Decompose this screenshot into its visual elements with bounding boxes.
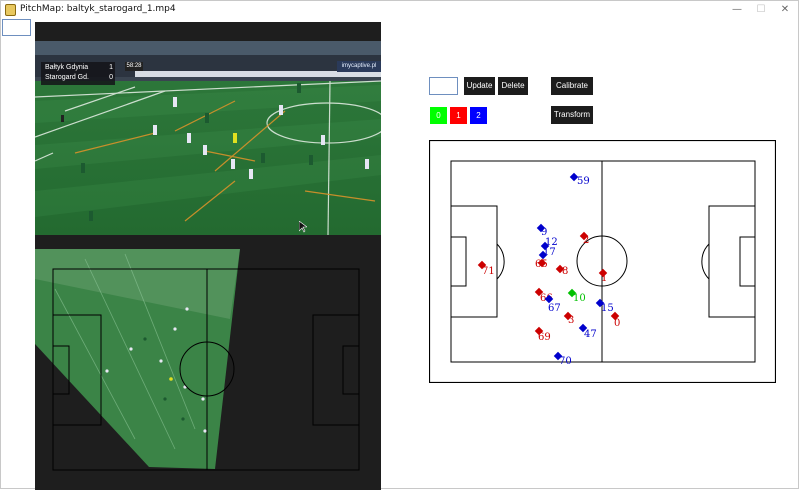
update-button[interactable]: Update (464, 77, 495, 95)
home-team-score: 1 (109, 64, 113, 71)
player-dot[interactable] (598, 268, 608, 278)
player-label: 65 (535, 259, 548, 270)
delete-button[interactable]: Delete (498, 77, 528, 95)
player-label: 69 (538, 332, 551, 343)
app-icon (5, 4, 16, 16)
player-marker-15[interactable]: 15 (595, 298, 614, 314)
player-marker-10[interactable]: 10 (567, 288, 586, 304)
player-dot[interactable] (567, 288, 577, 298)
player-id-input[interactable] (429, 77, 458, 95)
team-2-button[interactable]: 2 (470, 107, 487, 124)
player-dot[interactable] (537, 258, 547, 268)
player-dot[interactable] (555, 264, 565, 274)
player-marker-47[interactable]: 47 (578, 323, 597, 340)
title-bar: PitchMap: baltyk_starogard_1.mp4 — ☐ ✕ (1, 1, 798, 19)
player-dot[interactable] (595, 298, 605, 308)
player-dot[interactable] (610, 311, 620, 321)
player-label: 59 (577, 176, 590, 187)
player-label: 10 (573, 293, 586, 304)
match-clock: 58:28 (125, 62, 143, 71)
player-marker-8[interactable]: 8 (555, 264, 569, 277)
player-marker-67[interactable]: 67 (544, 294, 561, 314)
player-label: 2 (583, 235, 589, 246)
player-label: 9 (541, 227, 547, 238)
scoreboard: Bałtyk Gdynia 1 Starogard Gd. 0 (41, 62, 115, 85)
player-dot[interactable] (563, 311, 573, 321)
video-panel: Bałtyk Gdynia 1 Starogard Gd. 0 58:28 im… (35, 22, 381, 490)
player-dot[interactable] (534, 326, 544, 336)
player-label: 3 (568, 315, 574, 326)
mouse-cursor-icon (299, 221, 307, 233)
transform-button[interactable]: Transform (551, 106, 593, 124)
broadcaster-logo: imycaptive.pl (337, 61, 381, 72)
close-button[interactable]: ✕ (780, 4, 790, 15)
player-dot[interactable] (477, 260, 487, 270)
player-label: 71 (482, 266, 495, 277)
player-label: 67 (548, 303, 561, 314)
player-label: 15 (601, 303, 614, 314)
pitch-map[interactable]: 592121796587111066671530476970 (429, 140, 776, 383)
warped-overlay-frame[interactable] (35, 249, 381, 490)
player-label: 47 (584, 329, 597, 340)
player-marker-0[interactable]: 0 (610, 311, 621, 329)
player-label: 70 (559, 356, 572, 367)
home-team-name: Bałtyk Gdynia (45, 64, 89, 71)
player-dot[interactable] (553, 351, 563, 361)
pitch-lines (450, 160, 756, 363)
player-label: 17 (543, 247, 556, 258)
player-marker-71[interactable]: 71 (477, 260, 495, 277)
team-0-button[interactable]: 0 (430, 107, 447, 124)
team-1-button[interactable]: 1 (450, 107, 467, 124)
player-marker-1[interactable]: 1 (598, 268, 608, 284)
player-dot[interactable] (544, 294, 554, 304)
player-marker-65[interactable]: 65 (535, 258, 548, 270)
player-dot[interactable] (534, 287, 544, 297)
player-dot[interactable] (578, 323, 588, 333)
frame-input[interactable] (2, 19, 31, 36)
player-marker-70[interactable]: 70 (553, 351, 572, 367)
minimize-button[interactable]: — (732, 4, 742, 15)
away-team-score: 0 (109, 74, 113, 81)
player-label: 0 (614, 318, 620, 329)
warped-overlay-image (35, 249, 381, 490)
broadcast-frame[interactable]: Bałtyk Gdynia 1 Starogard Gd. 0 58:28 im… (35, 41, 381, 235)
player-label: 12 (545, 237, 558, 248)
player-label: 8 (562, 266, 568, 277)
player-label: 1 (601, 273, 607, 284)
maximize-button[interactable]: ☐ (756, 4, 766, 15)
calibrate-button[interactable]: Calibrate (551, 77, 593, 95)
player-marker-3[interactable]: 3 (563, 311, 575, 326)
window-title: PitchMap: baltyk_starogard_1.mp4 (20, 4, 176, 14)
away-team-name: Starogard Gd. (45, 74, 89, 81)
player-marker-69[interactable]: 69 (534, 326, 551, 343)
